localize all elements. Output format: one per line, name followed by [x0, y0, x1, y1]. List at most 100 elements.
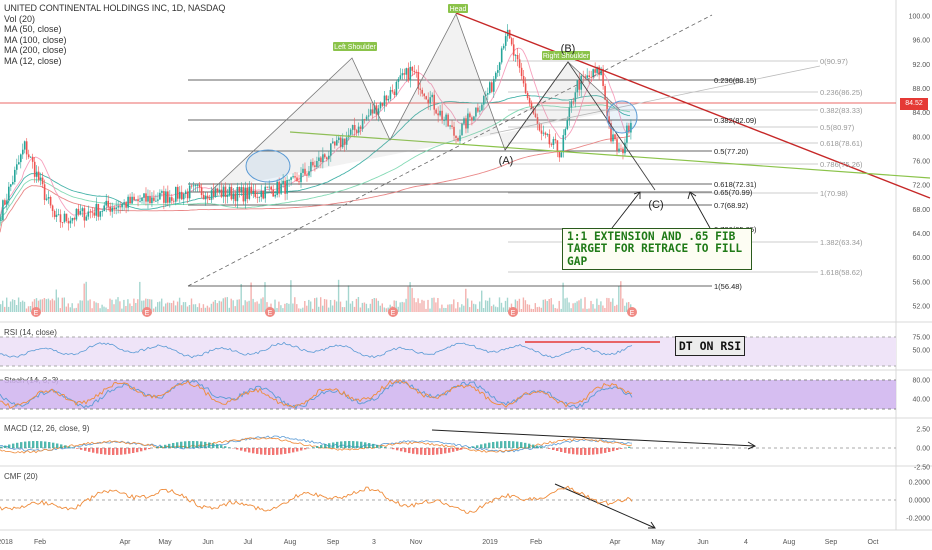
- candle-body: [465, 118, 467, 129]
- candle-body: [236, 187, 239, 202]
- time-tick-label: Apr: [610, 539, 622, 546]
- volume-bar: [85, 281, 87, 312]
- fib-label-right: 0.786(75.26): [820, 160, 863, 169]
- candle-body: [616, 139, 618, 151]
- macd-histogram-bar: [524, 442, 527, 449]
- candle-body: [107, 200, 109, 207]
- indicator-lines: [0, 341, 633, 514]
- macd-histogram-bar: [536, 445, 539, 448]
- volume-bar: [618, 286, 620, 312]
- volume-bar: [490, 306, 493, 312]
- candle-body: [451, 125, 453, 127]
- candle-body: [31, 156, 34, 162]
- volume-bar: [608, 298, 610, 312]
- macd-histogram-bar: [168, 443, 171, 449]
- candle-body: [626, 125, 628, 143]
- volume-bar: [89, 299, 91, 312]
- volume-bar: [230, 298, 232, 312]
- macd-histogram-bar: [264, 448, 267, 455]
- candle-body: [200, 187, 203, 195]
- volume-bar: [353, 306, 356, 312]
- candle-body: [59, 214, 62, 223]
- candle-body: [41, 177, 44, 185]
- dashed-uptrend: [187, 14, 713, 287]
- volume-bar: [540, 307, 542, 312]
- candle-body: [95, 203, 98, 216]
- volume-bar: [208, 307, 211, 312]
- macd-histogram-bar: [532, 444, 535, 448]
- candle-body: [288, 179, 290, 181]
- volume-bar: [337, 279, 340, 312]
- time-tick-label: Feb: [34, 539, 46, 546]
- volume-bar: [520, 309, 523, 312]
- volume-bar: [612, 298, 614, 312]
- volume-bar: [190, 298, 193, 312]
- time-tick-label: Jun: [202, 539, 213, 546]
- volume-bar: [530, 308, 532, 312]
- macd-histogram-bar: [360, 441, 363, 449]
- fib-label-right: 0.382(83.33): [820, 106, 863, 115]
- volume-bar: [280, 305, 282, 312]
- candle-body: [304, 168, 306, 175]
- candle-body: [75, 208, 78, 220]
- fib-label-right: 0.618(78.61): [820, 139, 863, 148]
- time-tick-label: Jul: [244, 539, 253, 546]
- price-tick-label: 64.00: [912, 231, 930, 238]
- candle-body: [12, 182, 14, 185]
- time-tick-label: Sep: [825, 539, 838, 546]
- candle-body: [91, 211, 94, 213]
- candle-body: [630, 122, 632, 133]
- macd-tick-label: -2.50: [914, 465, 930, 472]
- earnings-marker: [388, 307, 398, 317]
- macd-histogram-bar: [188, 441, 191, 448]
- candle-body: [483, 96, 485, 105]
- time-tick-label: Jun: [697, 539, 708, 546]
- candle-body: [570, 101, 573, 108]
- volume-bar: [562, 282, 564, 312]
- volume-bar: [323, 299, 326, 312]
- candle-body: [89, 211, 92, 213]
- candle-body: [544, 132, 547, 135]
- macd-histogram-bar: [68, 446, 71, 448]
- volume-bar: [552, 304, 554, 312]
- volume-bar: [514, 299, 517, 312]
- volume-bar: [526, 304, 529, 312]
- candle-body: [381, 102, 384, 106]
- volume-bar: [316, 297, 318, 312]
- macd-histogram-bar: [352, 441, 355, 448]
- volume-bar: [153, 308, 155, 312]
- volume-bar: [282, 308, 284, 312]
- volume-bar: [306, 305, 308, 312]
- candle-body: [27, 154, 30, 158]
- macd-histogram-bar: [148, 448, 151, 450]
- candle-body: [421, 89, 423, 94]
- volume-bar: [300, 308, 302, 312]
- candle-body: [71, 218, 74, 221]
- macd-histogram-bar: [528, 443, 531, 449]
- volume-bar: [131, 306, 133, 312]
- volume-bar: [590, 300, 592, 312]
- macd-histogram-bar: [336, 441, 339, 449]
- macd-histogram-bar: [216, 444, 219, 449]
- candle-body: [270, 186, 272, 190]
- macd-histogram-bar: [24, 441, 27, 448]
- volume-bar: [19, 301, 22, 312]
- analysis-note: 1:1 EXTENSION AND .65 FIB TARGET FOR RET…: [562, 228, 752, 270]
- candle-body: [314, 165, 316, 167]
- volume-bar: [592, 304, 594, 312]
- candle-body: [357, 126, 360, 133]
- macd-histogram-bar: [244, 448, 247, 452]
- macd-histogram-bar: [192, 441, 195, 449]
- macd-histogram-bar: [220, 445, 223, 449]
- candle-body: [562, 135, 565, 153]
- candle-body: [395, 81, 398, 95]
- candle-body: [45, 198, 48, 200]
- volume-bar: [182, 302, 185, 312]
- volume-bar: [123, 299, 125, 312]
- macd-tick-label: 0.00: [916, 446, 930, 453]
- macd-histogram-bar: [568, 448, 571, 454]
- macd-histogram-bar: [576, 448, 579, 455]
- volume-bar: [310, 301, 312, 312]
